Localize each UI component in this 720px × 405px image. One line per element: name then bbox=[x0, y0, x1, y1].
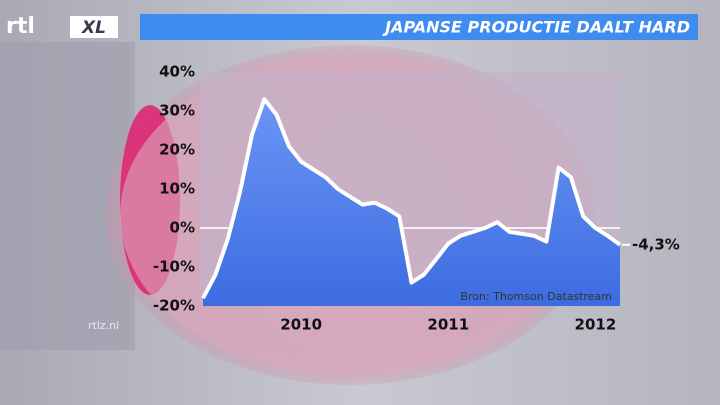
y-tick-label: -10% bbox=[153, 258, 195, 276]
y-tick-label: 30% bbox=[159, 102, 195, 120]
y-tick-label: -20% bbox=[153, 297, 195, 315]
y-tick-label: 0% bbox=[170, 219, 195, 237]
title-bar bbox=[140, 14, 698, 40]
x-tick-label: 2010 bbox=[280, 316, 322, 334]
chart-title: JAPANSE PRODUCTIE DAALT HARD bbox=[382, 18, 690, 37]
source: Bron: Thomson Datastream bbox=[460, 290, 612, 303]
y-tick-label: 40% bbox=[159, 63, 195, 81]
line bbox=[201, 97, 622, 300]
value-label: -4,3% bbox=[632, 235, 680, 253]
y-tick-label: 10% bbox=[159, 180, 195, 198]
area bbox=[203, 99, 620, 306]
logo-badge-bg bbox=[70, 16, 118, 38]
x-tick-label: 2011 bbox=[427, 316, 469, 334]
y-tick-label: 20% bbox=[159, 141, 195, 159]
logo-badge: XL bbox=[81, 18, 106, 38]
logo: rtl bbox=[6, 14, 35, 39]
x-tick-label: 2012 bbox=[575, 316, 617, 334]
footer: rtlz.nl bbox=[88, 319, 119, 332]
